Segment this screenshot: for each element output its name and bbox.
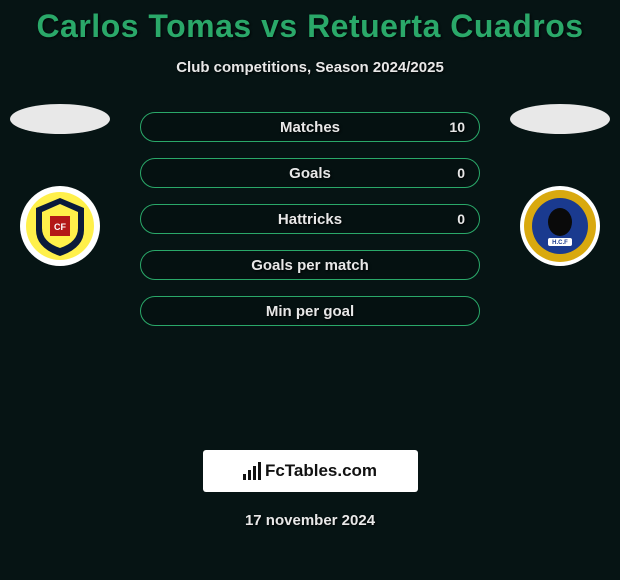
stat-label: Matches	[280, 119, 340, 136]
stat-label: Hattricks	[278, 211, 342, 228]
stat-label: Goals	[289, 165, 331, 182]
svg-text:H.C.F: H.C.F	[552, 240, 568, 246]
svg-text:CF: CF	[54, 222, 66, 232]
right-club-logo: H.C.F	[520, 186, 600, 266]
left-player-column: CF	[0, 104, 120, 266]
stat-value-right: 0	[457, 165, 465, 181]
stat-value-right: 0	[457, 211, 465, 227]
page-title: Carlos Tomas vs Retuerta Cuadros	[0, 0, 620, 45]
stat-row-goals: Goals 0	[140, 158, 480, 188]
stat-label: Min per goal	[266, 303, 354, 320]
right-player-avatar	[510, 104, 610, 134]
comparison-panel: CF H.C.F Matches 10 Goals 0 Hattricks	[0, 104, 620, 444]
stat-row-min-per-goal: Min per goal	[140, 296, 480, 326]
stat-row-goals-per-match: Goals per match	[140, 250, 480, 280]
stat-row-matches: Matches 10	[140, 112, 480, 142]
stat-row-hattricks: Hattricks 0	[140, 204, 480, 234]
left-club-logo: CF	[20, 186, 100, 266]
stats-list: Matches 10 Goals 0 Hattricks 0 Goals per…	[140, 112, 480, 342]
stat-label: Goals per match	[251, 257, 369, 274]
date-label: 17 november 2024	[0, 512, 620, 529]
brand-logo[interactable]: FcTables.com	[203, 450, 418, 492]
stat-value-right: 10	[449, 119, 465, 135]
chart-icon	[243, 462, 261, 480]
subtitle: Club competitions, Season 2024/2025	[0, 59, 620, 76]
right-player-column: H.C.F	[500, 104, 620, 266]
left-player-avatar	[10, 104, 110, 134]
brand-text: FcTables.com	[265, 461, 377, 481]
